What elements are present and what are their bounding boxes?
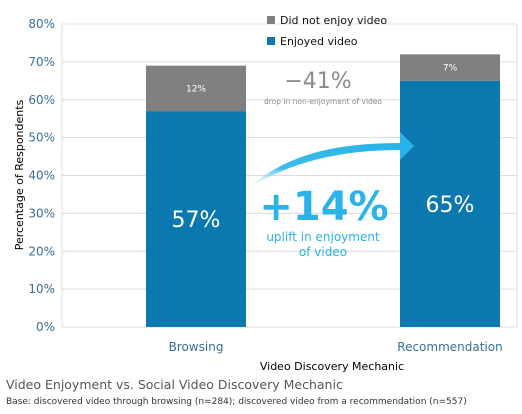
y-tick-label: 10%: [28, 282, 55, 296]
uplift-arrowhead-icon: [400, 132, 414, 160]
gridlines: [61, 23, 518, 328]
drop-text: drop in non-enjoyment of video: [264, 97, 382, 106]
x-axis-title: Video Discovery Mechanic: [260, 360, 404, 373]
y-axis-ticks: 0% 10% 20% 30% 40% 50% 60% 70% 80%: [28, 17, 55, 334]
bar-enjoyed-browsing: [146, 111, 246, 327]
bar-value-label: 7%: [443, 64, 458, 74]
y-tick-label: 40%: [28, 169, 55, 183]
legend-label-did-not-enjoy: Did not enjoy video: [280, 14, 387, 27]
y-tick-label: 80%: [28, 17, 55, 31]
y-tick-label: 20%: [28, 244, 55, 258]
uplift-text-line1: uplift in enjoyment: [266, 230, 380, 244]
legend: Did not enjoy video Enjoyed video: [267, 14, 387, 48]
stacked-bar-chart: 0% 10% 20% 30% 40% 50% 60% 70% 80% 57% 12% 65% 7% −…: [13, 14, 518, 373]
bar-did-not-enjoy-browsing: [146, 65, 246, 112]
uplift-arrow-icon: [246, 143, 402, 190]
category-label-recommendation: Recommendation: [397, 340, 502, 354]
category-labels: Browsing Recommendation: [169, 340, 503, 354]
y-tick-label: 60%: [28, 93, 55, 107]
bar-value-label: 57%: [172, 208, 221, 233]
y-tick-label: 50%: [28, 131, 55, 145]
y-tick-label: 30%: [28, 206, 55, 220]
y-axis-title: Percentage of Respondents: [13, 99, 26, 250]
annotations: −41% drop in non-enjoyment of video +14%…: [259, 69, 388, 259]
legend-swatch-did-not-enjoy: [267, 16, 275, 24]
caption-title: Video Enjoyment vs. Social Video Discove…: [6, 377, 343, 392]
bar-enjoyed-recommendation: [400, 80, 500, 327]
legend-swatch-enjoyed: [267, 37, 275, 45]
caption-base: Base: discovered video through browsing …: [6, 397, 467, 407]
bar-value-label: 12%: [186, 84, 206, 94]
bar-did-not-enjoy-recommendation: [400, 54, 500, 81]
uplift-value: +14%: [259, 184, 388, 230]
uplift-text-line2: of video: [299, 245, 347, 259]
y-tick-label: 0%: [36, 320, 55, 334]
bar-value-label: 65%: [426, 193, 475, 218]
legend-label-enjoyed: Enjoyed video: [280, 35, 358, 48]
plot-frame: [61, 23, 518, 328]
y-tick-label: 70%: [28, 55, 55, 69]
category-label-browsing: Browsing: [169, 340, 224, 354]
drop-value: −41%: [284, 69, 351, 94]
bars: 57% 12% 65% 7%: [146, 54, 500, 327]
